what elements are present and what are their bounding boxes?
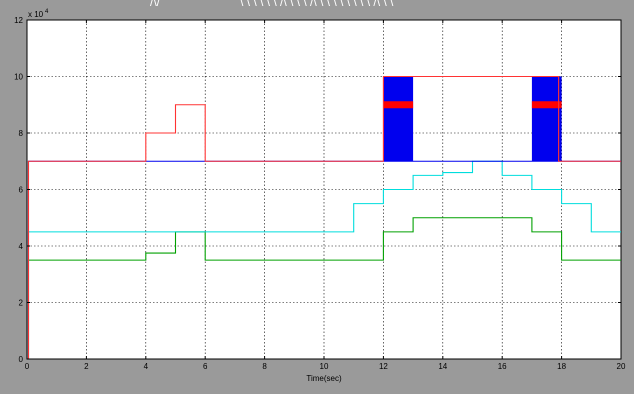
- title-fragment-left: /\/: [150, 0, 161, 9]
- x-tick-label: 18: [557, 362, 566, 371]
- y-tick-label: 6: [19, 186, 24, 195]
- x-axis-label: Time(sec): [306, 374, 342, 383]
- y-tick-label: 10: [14, 73, 23, 82]
- oscillation-band-center-2: [531, 101, 562, 109]
- x-tick-label: 4: [144, 362, 149, 371]
- x-tick-label: 10: [320, 362, 329, 371]
- oscillation-band-1: [383, 76, 414, 162]
- oscillation-band-layer: [383, 76, 562, 162]
- x-tick-label: 12: [379, 362, 388, 371]
- y-tick-label: 0: [19, 355, 24, 364]
- series-layer: [27, 75, 621, 360]
- y-tick-label: 2: [19, 299, 24, 308]
- x-tick-label: 14: [438, 362, 447, 371]
- ticks-layer: 0 2 4 6 8 10 12 14 16 18 20 0 2 4 6 8 10 12: [14, 16, 626, 371]
- series-line-2: [27, 160, 621, 360]
- x-tick-label: 6: [203, 362, 208, 371]
- x-tick-label: 16: [498, 362, 507, 371]
- series-line-1: [27, 217, 621, 360]
- x-tick-label: 8: [262, 362, 267, 371]
- x-tick-label: 0: [25, 362, 30, 371]
- title-fragment-right: \ \ \ \ \ \ /\ \ \ \ /\ \ \ \ \ \ \ \ \ …: [240, 0, 394, 9]
- title-layer: /\/ \ \ \ \ \ \ /\ \ \ \ /\ \ \ \ \ \ \ …: [150, 0, 394, 9]
- y-tick-label: 12: [14, 16, 23, 25]
- x-tick-label: 2: [84, 362, 89, 371]
- y-multiplier-label: x 10: [28, 10, 44, 19]
- y-tick-label: 4: [19, 242, 24, 251]
- oscillation-band-center-1: [383, 101, 414, 109]
- series-line-4: [27, 75, 621, 360]
- y-tick-label: 8: [19, 129, 24, 138]
- oscillation-band-2: [531, 76, 562, 162]
- y-multiplier-exponent: 4: [45, 9, 49, 15]
- x-tick-label: 20: [617, 362, 626, 371]
